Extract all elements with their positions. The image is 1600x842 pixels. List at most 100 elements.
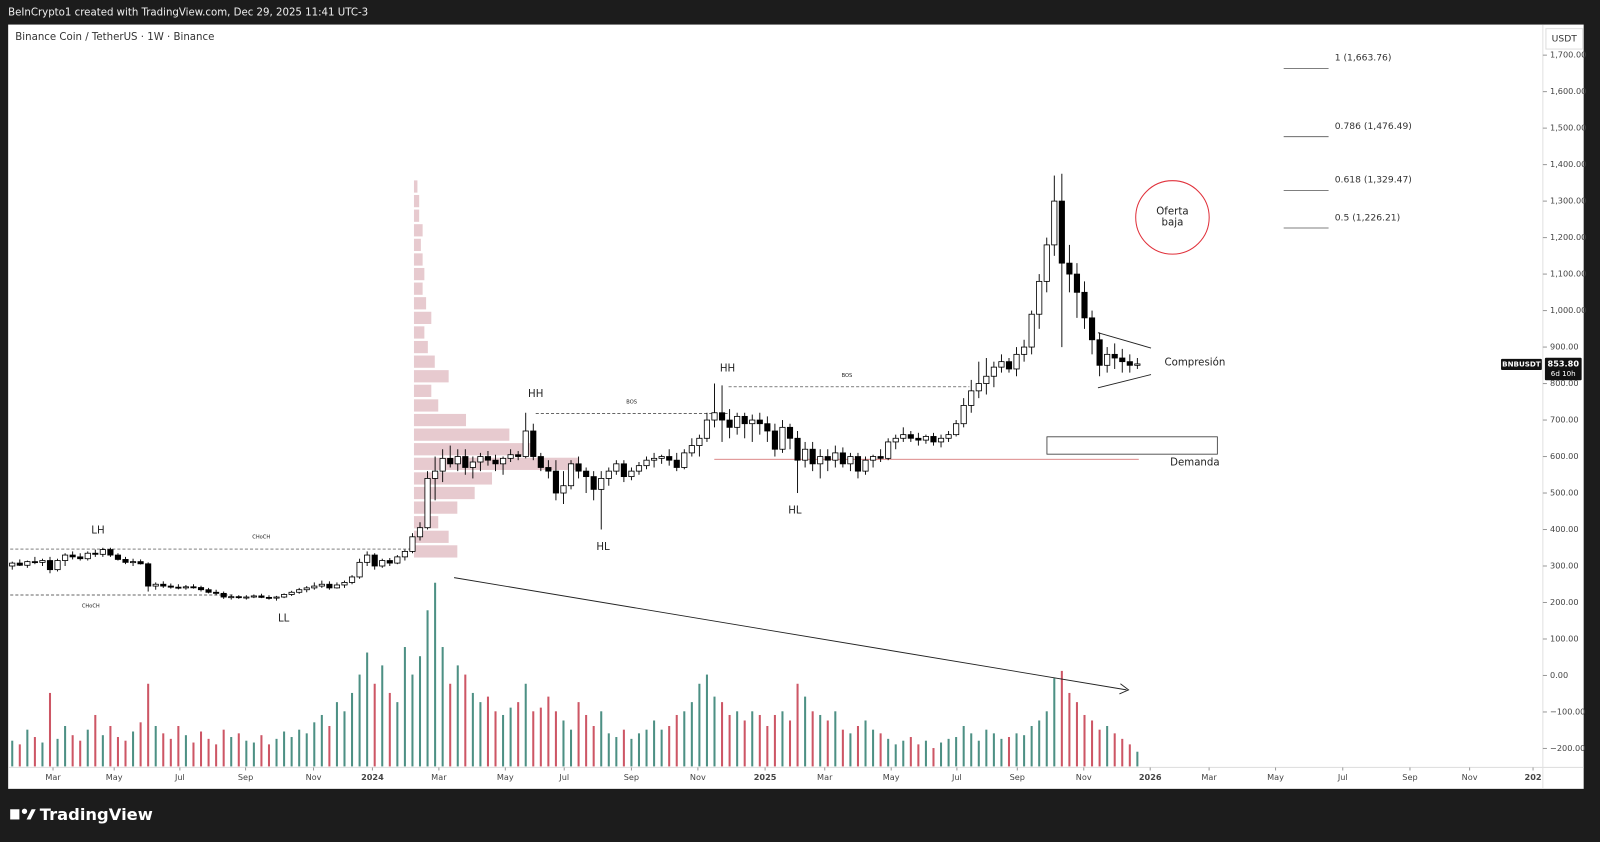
candle-body [583, 470, 590, 478]
candle-body [651, 457, 658, 461]
y-tick-label: 1,300.00 [1550, 196, 1586, 206]
y-tick-label: 700.00 [1550, 415, 1579, 425]
candle-body [175, 586, 182, 589]
candle-body [235, 596, 242, 599]
volume-bar [252, 742, 255, 767]
candle-body [145, 563, 152, 587]
candle-body [598, 478, 605, 490]
volume-bar [1091, 720, 1094, 767]
volume-bar [992, 733, 995, 767]
chart-panel [8, 24, 1584, 789]
volume-bar [79, 740, 82, 767]
candle-body [847, 456, 854, 465]
volume-bar [396, 702, 399, 767]
y-tick-label: 200.00 [1550, 597, 1579, 607]
candle-body [160, 583, 167, 587]
volume-bar [1075, 702, 1078, 767]
volume-profile-bar [413, 180, 418, 193]
volume-bar [721, 702, 724, 767]
volume-bar [192, 742, 195, 767]
candle-body [530, 430, 537, 457]
candle-body [1088, 317, 1096, 341]
x-tick-label: May [106, 772, 123, 782]
volume-bar [328, 726, 331, 767]
volume-bar [109, 726, 112, 767]
volume-bar [577, 702, 580, 767]
annotation: HL [788, 505, 802, 516]
candle-body [129, 561, 137, 564]
x-tick-label: Nov [690, 772, 706, 782]
supply-circle [1135, 180, 1210, 255]
volume-bar [366, 652, 369, 767]
candle-body [213, 591, 220, 594]
volume-bar [932, 748, 935, 767]
volume-bar [637, 733, 641, 767]
candle-body [77, 556, 84, 560]
volume-profile-bar [413, 267, 425, 281]
candle-body [560, 485, 567, 494]
candle-body [922, 436, 929, 441]
volume-bar [781, 711, 784, 767]
candle-body [613, 463, 620, 472]
volume-bar [819, 714, 822, 767]
volume-bar [494, 711, 497, 767]
candle-body [915, 437, 922, 441]
volume-bar [796, 683, 799, 767]
volume-bar [124, 740, 127, 767]
volume-bar [849, 733, 852, 767]
candle-body [937, 437, 945, 443]
volume-bar [94, 714, 97, 767]
candle-body [1081, 291, 1088, 319]
volume-bar [1015, 733, 1018, 767]
annotation: BOS [626, 400, 637, 406]
volume-bar [290, 737, 293, 767]
volume-bar [524, 683, 527, 767]
annotation: LH [91, 526, 104, 537]
volume-profile-bar [413, 224, 423, 237]
candle-body [718, 412, 726, 421]
candle-body [1096, 339, 1103, 366]
volume-profile-bar [413, 326, 425, 339]
candle-body [575, 463, 582, 472]
candle-body [1134, 363, 1141, 366]
volume-bar [26, 729, 29, 767]
volume-bar [940, 742, 943, 767]
candle-body [832, 452, 839, 461]
volume-bar [736, 711, 739, 767]
y-tick-label: 1,100.00 [1550, 269, 1586, 279]
candle-body [16, 562, 23, 566]
volume-bar [381, 665, 384, 767]
x-tick-label: 202 [1525, 772, 1542, 782]
candle-body [167, 585, 174, 588]
candle-body [205, 589, 212, 593]
candle-body [802, 448, 809, 461]
volume-bar [1030, 726, 1033, 767]
volume-bar [917, 744, 920, 767]
x-tick-label: Jul [558, 772, 569, 782]
candle-body [756, 419, 763, 425]
volume-bar [147, 683, 150, 767]
candle-body [779, 426, 786, 450]
arrow-head [1119, 683, 1130, 695]
candle-body [84, 552, 91, 560]
volume-bar [298, 729, 301, 767]
volume-bar [132, 731, 135, 767]
candle-body [447, 457, 454, 465]
volume-bar [562, 720, 565, 767]
y-tick-label: 0.00 [1550, 670, 1568, 680]
candle-body [1005, 361, 1013, 370]
volume-bar [11, 740, 14, 767]
candle-body [9, 562, 16, 567]
candle-body [666, 456, 673, 461]
candle-body [348, 576, 356, 583]
y-tick-label: 1,700.00 [1550, 50, 1586, 60]
candle-body [99, 549, 106, 555]
candle-body [741, 415, 748, 425]
volume-bar [751, 711, 754, 767]
volume-bar [169, 738, 172, 767]
volume-bar [955, 737, 958, 767]
x-tick-label: Sep [238, 772, 253, 782]
volume-bar [766, 726, 769, 767]
candle-body [605, 470, 612, 479]
